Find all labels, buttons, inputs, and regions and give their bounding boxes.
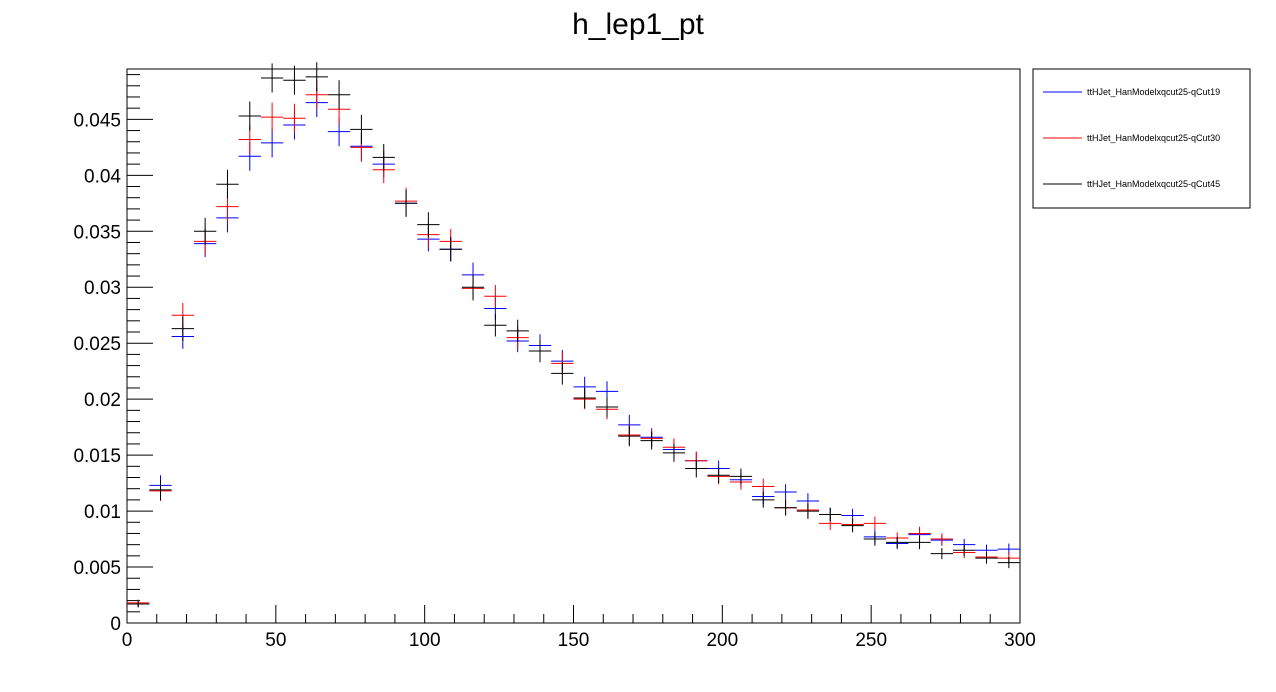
legend-label: ttHJet_HanModelxqcut25-qCut45 [1087,179,1220,189]
y-tick-label: 0.01 [84,502,121,523]
legend: ttHJet_HanModelxqcut25-qCut19 ttHJet_HanM… [1032,68,1251,209]
legend-label: ttHJet_HanModelxqcut25-qCut30 [1087,133,1220,143]
series-3 [127,62,1020,608]
y-tick-label: 0.03 [84,278,121,299]
data-point [640,431,663,450]
y-tick-label: 0 [110,614,121,635]
data-point [216,169,239,199]
data-point [819,507,842,522]
y-tick-label: 0.04 [84,166,121,187]
data-point [886,536,909,549]
data-point [662,443,686,462]
data-point [394,189,418,217]
x-tick-label: 300 [1004,630,1036,651]
data-point [863,516,887,531]
x-tick-label: 250 [855,630,887,651]
data-point [506,319,529,343]
data-point [193,217,217,245]
data-point [283,103,306,133]
data-point [305,62,328,92]
data-point [551,362,574,385]
series-layer [127,62,1020,608]
chart-title: h_lep1_pt [572,8,704,41]
data-point [260,102,284,132]
data-point [707,467,730,484]
data-point [685,459,708,478]
data-point [439,236,462,262]
data-point [283,65,306,95]
data-point [372,143,395,171]
data-point [930,548,954,560]
data-point [171,316,194,341]
data-point [484,314,507,337]
data-point [752,478,775,495]
y-tick-label: 0.02 [84,390,121,411]
legend-label: ttHJet_HanModelxqcut25-qCut19 [1087,87,1220,97]
data-point [729,468,753,485]
data-point [149,479,172,500]
data-point [752,492,775,508]
y-tick-label: 0.015 [73,446,121,467]
data-point [417,212,440,237]
data-point [528,339,552,363]
data-point [595,396,619,418]
data-point [774,499,797,516]
data-point [484,285,507,308]
series-1 [127,88,1020,608]
data-point [774,484,797,500]
x-tick-label: 200 [706,630,738,651]
x-tick-label: 50 [265,630,286,651]
data-point [461,274,485,300]
data-point [863,532,887,546]
y-tick-label: 0.025 [73,334,121,355]
data-point [841,518,864,533]
axes: 0 50 100 150 200 250 300 0 0.005 0.01 0.015 0.02 0.0… [73,74,1036,651]
data-point [975,552,998,564]
plot-frame [126,68,1021,624]
y-tick-label: 0.045 [73,110,121,131]
data-point [127,600,150,608]
data-point [327,80,351,110]
data-point [997,556,1020,569]
x-tick-label: 150 [558,630,590,651]
x-tick-label: 100 [409,630,441,651]
data-point [238,101,261,131]
y-tick-label: 0.005 [73,558,121,579]
data-point [350,114,373,144]
series-2 [127,80,1020,607]
data-point [260,128,284,158]
x-tick-label: 0 [122,630,133,651]
data-point [908,535,931,550]
data-point [573,387,596,409]
y-tick-label: 0.035 [73,222,121,243]
data-point [796,503,820,519]
data-point [930,533,954,545]
data-point [618,426,641,447]
data-point [260,63,284,93]
data-point [953,544,976,556]
